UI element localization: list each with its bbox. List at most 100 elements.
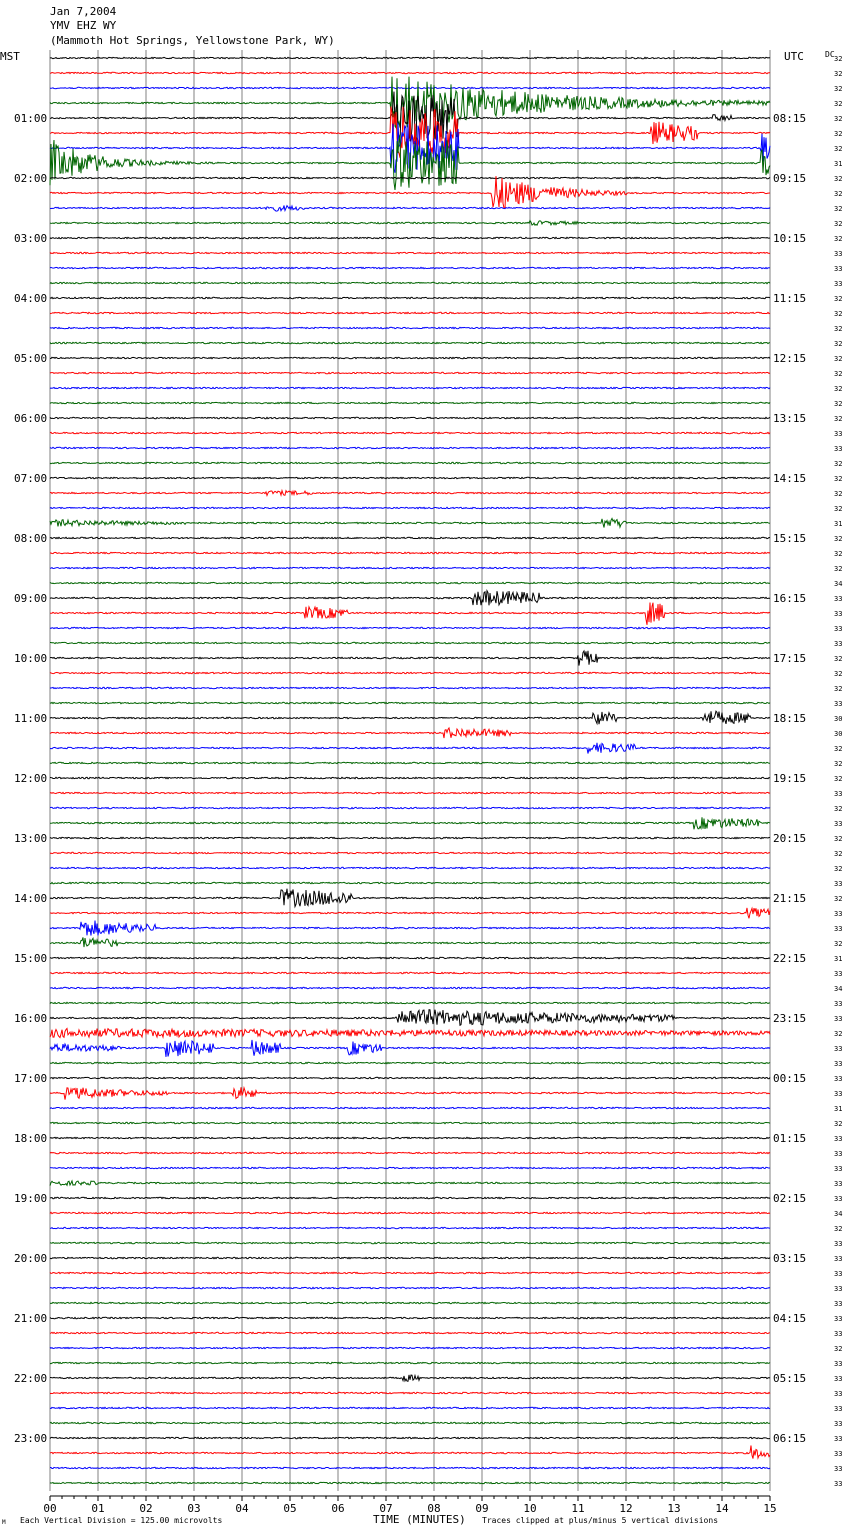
dc-offset-label: 33 <box>834 250 842 258</box>
dc-offset-label: 32 <box>834 295 842 303</box>
hour-label-utc: 16:15 <box>773 592 806 605</box>
trace-66 <box>49 1039 771 1057</box>
hour-label-mst: 16:00 <box>14 1012 47 1025</box>
dc-offset-label: 32 <box>834 1345 842 1353</box>
x-tick-label: 11 <box>571 1502 584 1515</box>
hour-label-mst: 17:00 <box>14 1072 47 1085</box>
dc-offset-label: 31 <box>834 955 842 963</box>
trace-71 <box>49 1121 771 1125</box>
hour-label-utc: 17:15 <box>773 652 806 665</box>
hour-label-mst: 14:00 <box>14 892 47 905</box>
dc-offset-label: 32 <box>834 565 842 573</box>
dc-offset-label: 32 <box>834 850 842 858</box>
dc-offset-label: 33 <box>834 1420 842 1428</box>
right-axis-title: UTC <box>784 50 804 63</box>
trace-28 <box>49 476 771 480</box>
hour-label-mst: 23:00 <box>14 1432 47 1445</box>
hour-label-utc: 08:15 <box>773 112 806 125</box>
trace-27 <box>49 461 771 465</box>
dc-offset-label: 32 <box>834 475 842 483</box>
dc-offset-label: 32 <box>834 220 842 228</box>
dc-offset-label: 32 <box>834 535 842 543</box>
trace-7 <box>49 135 771 190</box>
trace-93 <box>49 1445 771 1460</box>
hour-label-mst: 21:00 <box>14 1312 47 1325</box>
dc-offset-label: 33 <box>834 925 842 933</box>
trace-38 <box>49 626 771 630</box>
minute-gridlines <box>49 50 771 1491</box>
dc-offset-label: 33 <box>834 1060 842 1068</box>
hour-label-utc: 11:15 <box>773 292 806 305</box>
clip-note: Traces clipped at plus/minus 5 vertical … <box>482 1516 718 1525</box>
trace-65 <box>49 1027 771 1040</box>
trace-2 <box>49 86 771 90</box>
trace-86 <box>49 1346 771 1350</box>
dc-offset-label: 33 <box>834 1300 842 1308</box>
hour-label-mst: 05:00 <box>14 352 47 365</box>
hour-label-utc: 09:15 <box>773 172 806 185</box>
trace-81 <box>49 1271 770 1275</box>
dc-offset-label: 33 <box>834 1075 842 1083</box>
dc-offset-label: 33 <box>834 1405 842 1413</box>
trace-53 <box>49 851 771 855</box>
dc-offset-label: 33 <box>834 1270 842 1278</box>
dc-offset-label: 32 <box>834 865 842 873</box>
trace-64 <box>49 1008 771 1027</box>
trace-5 <box>49 106 771 158</box>
hour-label-utc: 14:15 <box>773 472 806 485</box>
dc-offset-label: 33 <box>834 970 842 978</box>
dc-offset-label: 32 <box>834 145 842 153</box>
dc-offset-label: 34 <box>834 580 842 588</box>
left-axis-title: MST <box>0 50 20 63</box>
dc-offset-label: 33 <box>834 1165 842 1173</box>
trace-92 <box>49 1436 770 1440</box>
trace-56 <box>49 888 771 909</box>
dc-offset-label: 33 <box>834 790 842 798</box>
trace-9 <box>49 176 771 210</box>
trace-90 <box>49 1406 771 1410</box>
dc-offset-label: 33 <box>834 430 842 438</box>
dc-offset-label: 32 <box>834 655 842 663</box>
trace-23 <box>49 401 771 405</box>
dc-offset-label: 32 <box>834 745 842 753</box>
trace-20 <box>49 356 771 360</box>
trace-4 <box>49 91 771 144</box>
trace-24 <box>49 416 771 420</box>
dc-offset-label: 33 <box>834 265 842 273</box>
dc-offset-label: 31 <box>834 520 842 528</box>
x-tick-label: 05 <box>283 1502 296 1515</box>
hour-label-utc: 20:15 <box>773 832 806 845</box>
hour-label-utc: 03:15 <box>773 1252 806 1265</box>
trace-46 <box>49 742 771 754</box>
trace-82 <box>49 1286 771 1290</box>
hour-label-mst: 07:00 <box>14 472 47 485</box>
x-tick-label: 06 <box>331 1502 344 1515</box>
dc-offset-label: 33 <box>834 1480 842 1488</box>
dc-offset-label: 32 <box>834 1120 842 1128</box>
x-tick-label: 02 <box>139 1502 152 1515</box>
trace-87 <box>49 1361 771 1365</box>
dc-offset-label: 33 <box>834 280 842 288</box>
dc-offset-label: 33 <box>834 1375 842 1383</box>
dc-offset-label: 32 <box>834 670 842 678</box>
hour-label-utc: 15:15 <box>773 532 806 545</box>
hour-label-utc: 01:15 <box>773 1132 806 1145</box>
x-tick-label: 14 <box>715 1502 729 1515</box>
trace-78 <box>50 1226 771 1230</box>
dc-offset-label: 33 <box>834 1450 842 1458</box>
hour-label-mst: 22:00 <box>14 1372 47 1385</box>
x-tick-label: 13 <box>667 1502 680 1515</box>
hour-label-mst: 06:00 <box>14 412 47 425</box>
dc-offset-label: 31 <box>834 160 842 168</box>
dc-offset-label: 33 <box>834 1330 842 1338</box>
dc-offset-label: 33 <box>834 610 842 618</box>
trace-21 <box>49 371 771 375</box>
dc-offset-label: 33 <box>834 595 842 603</box>
dc-offset-label: 33 <box>834 1285 842 1293</box>
trace-61 <box>49 971 771 975</box>
dc-offset-label: 32 <box>834 385 842 393</box>
dc-offset-label: 32 <box>834 340 842 348</box>
hour-label-utc: 23:15 <box>773 1012 806 1025</box>
trace-40 <box>49 649 771 666</box>
hour-label-utc: 05:15 <box>773 1372 806 1385</box>
